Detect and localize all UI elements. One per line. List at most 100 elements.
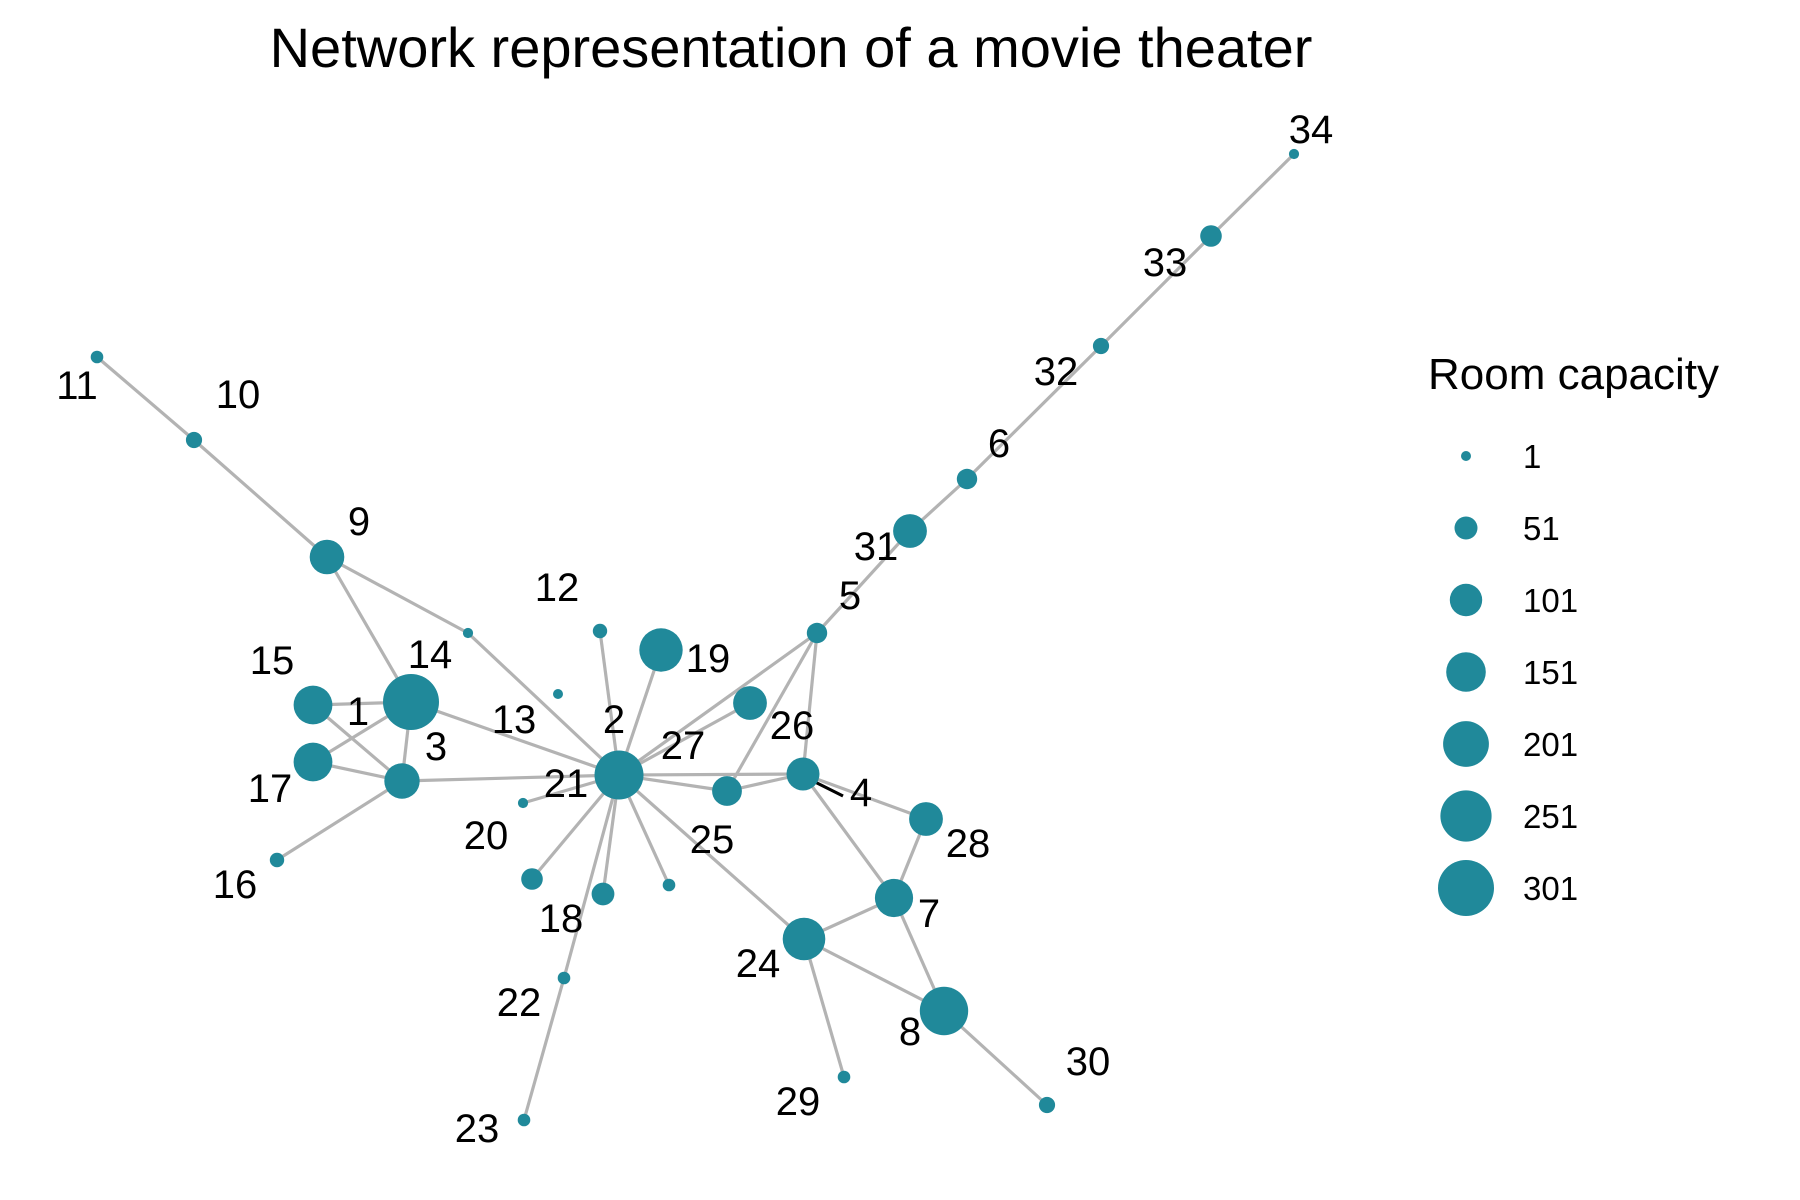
legend-swatch-101 (1449, 583, 1483, 617)
node-23 (517, 1113, 531, 1127)
node-label-24: 24 (736, 942, 781, 986)
edge-3-2 (401, 773, 620, 783)
node-label-28: 28 (946, 822, 991, 866)
node-label-32: 32 (1034, 350, 1079, 394)
node-label-16: 16 (213, 863, 258, 907)
edge-14-2 (410, 700, 620, 777)
edge-9-10 (192, 438, 329, 559)
legend-label-1: 1 (1523, 438, 1541, 475)
node-4 (786, 757, 820, 791)
node-22 (557, 971, 571, 985)
edge-24-8 (803, 937, 945, 1013)
node-21 (517, 797, 529, 809)
edge-3-16 (276, 779, 403, 862)
legend-swatch-301 (1438, 860, 1494, 916)
legend-title: Room capacity (1428, 350, 1719, 399)
node-label-10: 10 (216, 373, 261, 417)
edge-27-5 (725, 632, 819, 792)
node-2 (594, 750, 644, 800)
node-20 (521, 868, 543, 890)
node-label-8: 8 (899, 1010, 921, 1054)
node-label-33: 33 (1143, 241, 1188, 285)
chart-title: Network representation of a movie theate… (270, 16, 1313, 79)
edge-9-13 (326, 555, 469, 635)
node-label-29: 29 (776, 1080, 821, 1124)
node-32 (1092, 337, 1110, 355)
node-28 (909, 802, 943, 836)
nodes-layer (90, 148, 1300, 1127)
node-label-34: 34 (1289, 108, 1334, 152)
legend-label-301: 301 (1523, 870, 1578, 907)
node-26 (733, 686, 767, 720)
node-24 (782, 917, 826, 961)
edge-2-4 (618, 772, 804, 777)
node-19 (639, 628, 683, 672)
edge-13-2 (466, 631, 621, 777)
node-34 (1288, 148, 1300, 160)
node-13 (462, 627, 474, 639)
node-7 (874, 878, 914, 918)
legend-label-51: 51 (1523, 510, 1560, 547)
node-33 (1200, 225, 1222, 247)
legend-swatch-251 (1440, 790, 1492, 842)
edge-24-29 (802, 938, 846, 1078)
node-29 (837, 1070, 851, 1084)
edge-33-34 (1209, 152, 1296, 238)
node-label-26: 26 (770, 704, 815, 748)
node-label-17: 17 (248, 767, 293, 811)
node-27 (712, 776, 742, 806)
node-label-7: 7 (918, 892, 940, 936)
node-1 (553, 689, 563, 699)
legend-label-201: 201 (1523, 726, 1578, 763)
edge-2-5 (618, 631, 818, 777)
node-14 (383, 674, 439, 730)
node-label-23: 23 (455, 1107, 500, 1151)
node-label-5: 5 (839, 574, 861, 618)
edge-32-33 (1099, 234, 1213, 348)
edge-5-31 (815, 529, 912, 635)
node-label-9: 9 (348, 500, 370, 544)
node-label-19: 19 (686, 637, 731, 681)
edge-4-5 (801, 632, 819, 775)
edge-2-24 (617, 773, 806, 941)
legend-swatch-151 (1446, 652, 1486, 692)
edge-4-7 (801, 773, 896, 899)
node-label-14: 14 (408, 633, 453, 677)
node-label-4: 4 (850, 771, 872, 815)
legend-swatch-201 (1443, 721, 1489, 767)
node-label-12: 12 (535, 566, 580, 610)
node-3 (384, 763, 420, 799)
edge-15-3 (311, 703, 404, 783)
node-label-3: 3 (425, 725, 447, 769)
node-15 (293, 685, 333, 725)
edge-10-11 (95, 355, 196, 442)
node-label-11: 11 (56, 364, 98, 408)
node-labels-layer: 1 234567891011121314151617181920212223242… (56, 108, 1333, 1151)
node-label-1: 1 (347, 690, 369, 734)
edge-6-32 (965, 344, 1103, 481)
node-label-25: 25 (690, 818, 735, 862)
node-label-15: 15 (250, 639, 295, 683)
node-label-20: 20 (464, 814, 509, 858)
node-30 (1038, 1096, 1056, 1114)
legend-swatch-1 (1461, 451, 1471, 461)
node-label-31: 31 (854, 525, 899, 569)
node-label-21: 21 (544, 762, 589, 806)
node-25 (662, 878, 676, 892)
node-label-6: 6 (988, 422, 1010, 466)
node-5 (806, 622, 828, 644)
node-label-18: 18 (539, 897, 584, 941)
edge-2-22 (562, 774, 621, 979)
node-31 (893, 514, 927, 548)
edge-2-26 (618, 701, 751, 777)
node-17 (293, 742, 333, 782)
node-10 (185, 431, 203, 449)
node-label-22: 22 (497, 981, 542, 1025)
node-label-13: 13 (492, 698, 537, 742)
node-9 (309, 539, 345, 575)
legend-label-251: 251 (1523, 798, 1578, 835)
